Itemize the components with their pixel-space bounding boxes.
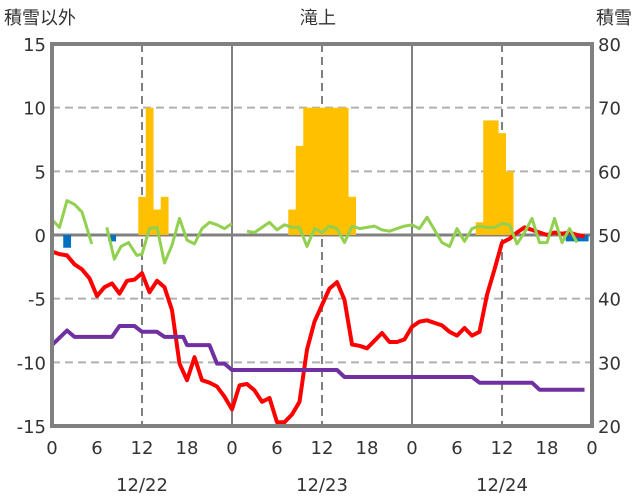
snowfall-bar [505,171,514,235]
plot-frame [50,42,594,428]
blue-bar [580,235,589,242]
temperature-line [51,225,585,425]
x-tick-label: 0 [46,438,57,459]
x-tick-label: 6 [91,438,102,459]
x-tick-label: 12 [311,438,334,459]
green-line [246,215,579,248]
right-tick-label: 80 [598,35,621,56]
snow-depth-line [50,324,585,392]
x-tick-label: 12 [491,438,514,459]
left-tick-label: 10 [23,99,46,120]
left-axis-title: 積雪以外 [4,8,76,29]
date-label: 12/23 [296,475,348,496]
right-tick-label: 20 [598,417,621,438]
snowfall-bar [348,196,357,235]
snowfall-bar [160,196,169,235]
x-tick-label: 0 [586,438,597,459]
date-label: 12/22 [116,475,168,496]
snowfall-bar [325,107,334,235]
snowfall-bar [145,107,154,235]
x-tick-label: 12 [131,438,154,459]
left-tick-label: -10 [17,353,46,374]
right-axis-title: 積雪 [596,8,632,29]
x-tick-label: 0 [226,438,237,459]
chart-title: 滝上 [300,8,336,29]
blue-bar [573,235,582,242]
bars [63,107,589,248]
x-tick-label: 6 [271,438,282,459]
snowfall-bar [490,120,499,235]
snowfall-bar [303,107,312,235]
right-tick-label: 40 [598,290,621,311]
blue-bar [108,235,117,242]
snowfall-bar [138,196,147,235]
snowfall-bar [153,209,162,235]
left-tick-label: 5 [35,162,46,183]
blue-bar [565,235,574,242]
x-tick-label: 18 [176,438,199,459]
right-tick-label: 50 [598,226,621,247]
snowfall-bar [340,107,349,235]
snowfall-bar [295,145,304,235]
snowfall-bar [483,120,492,235]
snowfall-bar [288,209,297,235]
right-tick-label: 30 [598,353,621,374]
left-tick-label: -5 [28,290,46,311]
blue-bar [63,235,72,248]
snowfall-bar [310,107,319,235]
snowfall-bar [498,133,507,235]
x-tick-label: 18 [356,438,379,459]
left-tick-label: 0 [35,226,46,247]
right-tick-label: 60 [598,162,621,183]
right-tick-label: 70 [598,99,621,120]
green-line [50,199,94,245]
green-line [105,216,233,265]
lines [50,199,585,425]
snowfall-bar [475,222,484,235]
x-tick-label: 18 [536,438,559,459]
snowfall-bar [333,107,342,235]
x-tick-label: 6 [451,438,462,459]
left-tick-label: -15 [17,417,46,438]
left-tick-label: 15 [23,35,46,56]
date-label: 12/24 [476,475,528,496]
x-tick-label: 0 [406,438,417,459]
snowfall-bar [318,107,327,235]
